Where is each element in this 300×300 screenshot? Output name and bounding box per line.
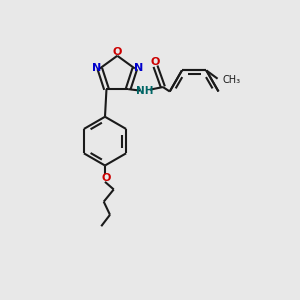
Text: O: O bbox=[101, 173, 111, 183]
Text: O: O bbox=[151, 57, 160, 67]
Text: N: N bbox=[92, 63, 101, 73]
Text: N: N bbox=[134, 63, 143, 73]
Text: O: O bbox=[112, 47, 122, 57]
Text: CH₃: CH₃ bbox=[222, 75, 240, 85]
Text: NH: NH bbox=[136, 85, 153, 96]
